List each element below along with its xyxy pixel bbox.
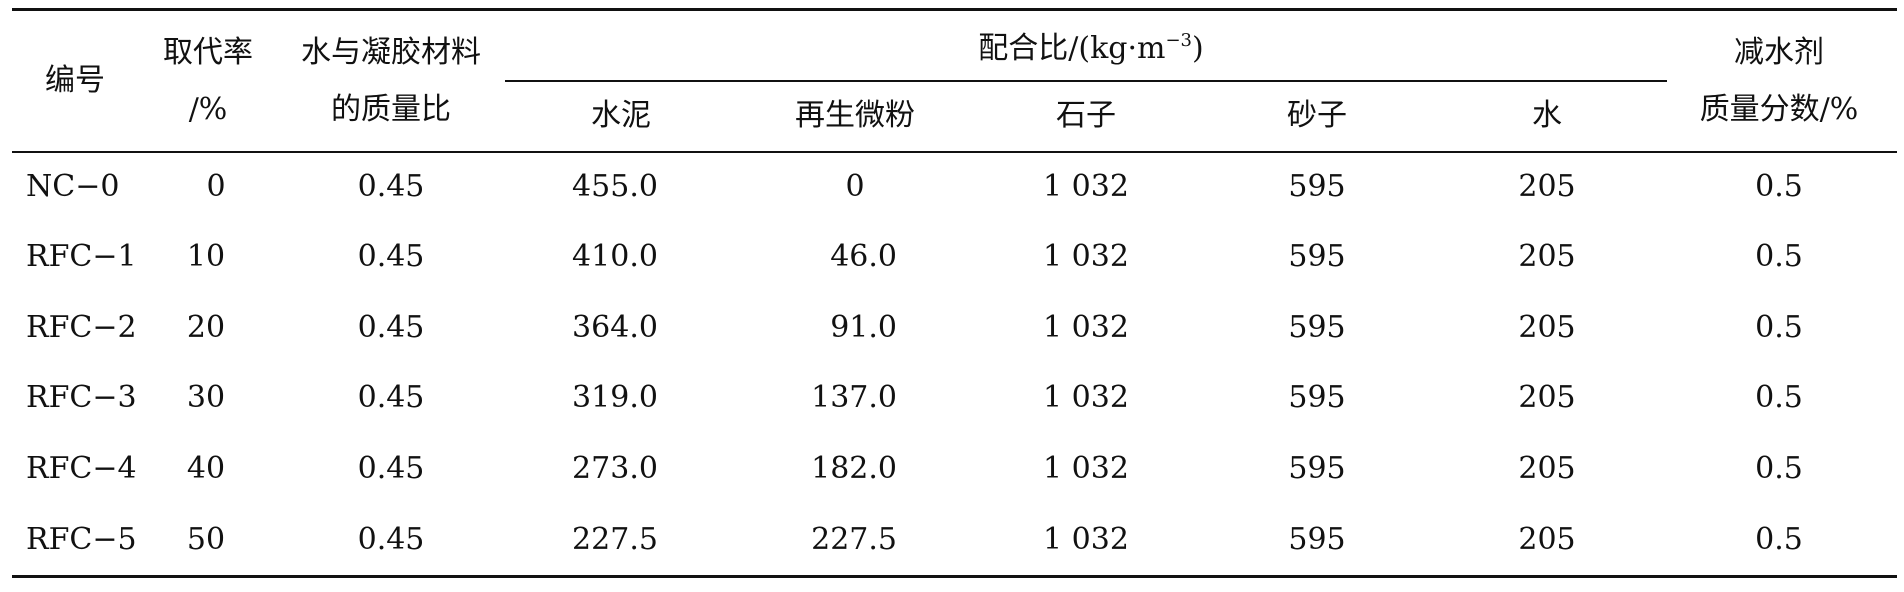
row-1-sand: 595 (1288, 239, 1346, 274)
row-5-wc: 0.45 (357, 522, 425, 557)
row-2-cement: 364.0 (572, 310, 658, 345)
row-1-powder: 46.0 (830, 239, 897, 274)
row-3-powder: 137.0 (811, 380, 897, 415)
row-3-reducer: 0.5 (1755, 380, 1803, 415)
header-sand: 砂子 (1287, 98, 1347, 133)
row-2-wc: 0.45 (357, 310, 425, 345)
row-4-reducer: 0.5 (1755, 451, 1803, 486)
header-mix-group-prefix: 配合比/(kg·m (978, 31, 1166, 66)
row-4-id: RFC−4 (26, 451, 137, 486)
row-5-water: 205 (1518, 522, 1576, 557)
row-0-powder: 0 (845, 169, 865, 204)
row-0-cement: 455.0 (572, 169, 658, 204)
row-1-wc: 0.45 (357, 239, 425, 274)
header-id: 编号 (45, 63, 105, 98)
row-1-reducer: 0.5 (1755, 239, 1803, 274)
row-2-stone: 1 032 (1043, 310, 1129, 345)
row-4-wc: 0.45 (357, 451, 425, 486)
row-0-rate: 0 (206, 169, 226, 204)
row-0-id: NC−0 (26, 169, 120, 204)
row-5-rate: 50 (186, 522, 226, 557)
header-replace-rate-line1: 取代率 (163, 35, 253, 70)
row-5-stone: 1 032 (1043, 522, 1129, 557)
row-3-rate: 30 (186, 380, 226, 415)
row-3-cement: 319.0 (572, 380, 658, 415)
row-3-stone: 1 032 (1043, 380, 1129, 415)
row-2-rate: 20 (186, 310, 226, 345)
row-5-cement: 227.5 (572, 522, 658, 557)
row-4-sand: 595 (1288, 451, 1346, 486)
row-0-stone: 1 032 (1043, 169, 1129, 204)
mix-group-underline (505, 80, 1667, 82)
header-water: 水 (1532, 98, 1562, 133)
row-5-powder: 227.5 (811, 522, 897, 557)
header-mix-group: 配合比/(kg·m−3) (978, 31, 1203, 67)
row-5-reducer: 0.5 (1755, 522, 1803, 557)
header-reducer-line2: 质量分数/% (1699, 92, 1859, 127)
row-1-rate: 10 (186, 239, 226, 274)
row-0-wc: 0.45 (357, 169, 425, 204)
row-3-water: 205 (1518, 380, 1576, 415)
row-3-wc: 0.45 (357, 380, 425, 415)
row-4-powder: 182.0 (811, 451, 897, 486)
row-4-water: 205 (1518, 451, 1576, 486)
row-1-id: RFC−1 (26, 239, 137, 274)
row-2-sand: 595 (1288, 310, 1346, 345)
row-4-stone: 1 032 (1043, 451, 1129, 486)
table-bottom-rule (12, 575, 1897, 578)
table-top-rule (12, 8, 1897, 11)
row-2-water: 205 (1518, 310, 1576, 345)
header-wc-ratio-line1: 水与凝胶材料 (301, 35, 481, 70)
header-reducer-line1: 减水剂 (1734, 35, 1824, 70)
header-cement: 水泥 (591, 98, 651, 133)
row-4-cement: 273.0 (572, 451, 658, 486)
table-header-rule (12, 151, 1897, 153)
row-4-rate: 40 (186, 451, 226, 486)
row-3-id: RFC−3 (26, 380, 137, 415)
row-5-id: RFC−5 (26, 522, 137, 557)
header-mix-group-sup: −3 (1165, 30, 1193, 51)
header-replace-rate-line2: /% (188, 92, 228, 127)
row-0-reducer: 0.5 (1755, 169, 1803, 204)
header-wc-ratio-line2: 的质量比 (331, 92, 451, 127)
row-3-sand: 595 (1288, 380, 1346, 415)
header-stone: 石子 (1056, 98, 1116, 133)
header-mix-group-suffix: ) (1192, 31, 1204, 66)
header-recycled-powder: 再生微粉 (795, 98, 915, 133)
row-1-stone: 1 032 (1043, 239, 1129, 274)
row-2-reducer: 0.5 (1755, 310, 1803, 345)
row-1-water: 205 (1518, 239, 1576, 274)
row-2-powder: 91.0 (830, 310, 897, 345)
row-2-id: RFC−2 (26, 310, 137, 345)
row-0-sand: 595 (1288, 169, 1346, 204)
row-5-sand: 595 (1288, 522, 1346, 557)
row-1-cement: 410.0 (572, 239, 658, 274)
row-0-water: 205 (1518, 169, 1576, 204)
